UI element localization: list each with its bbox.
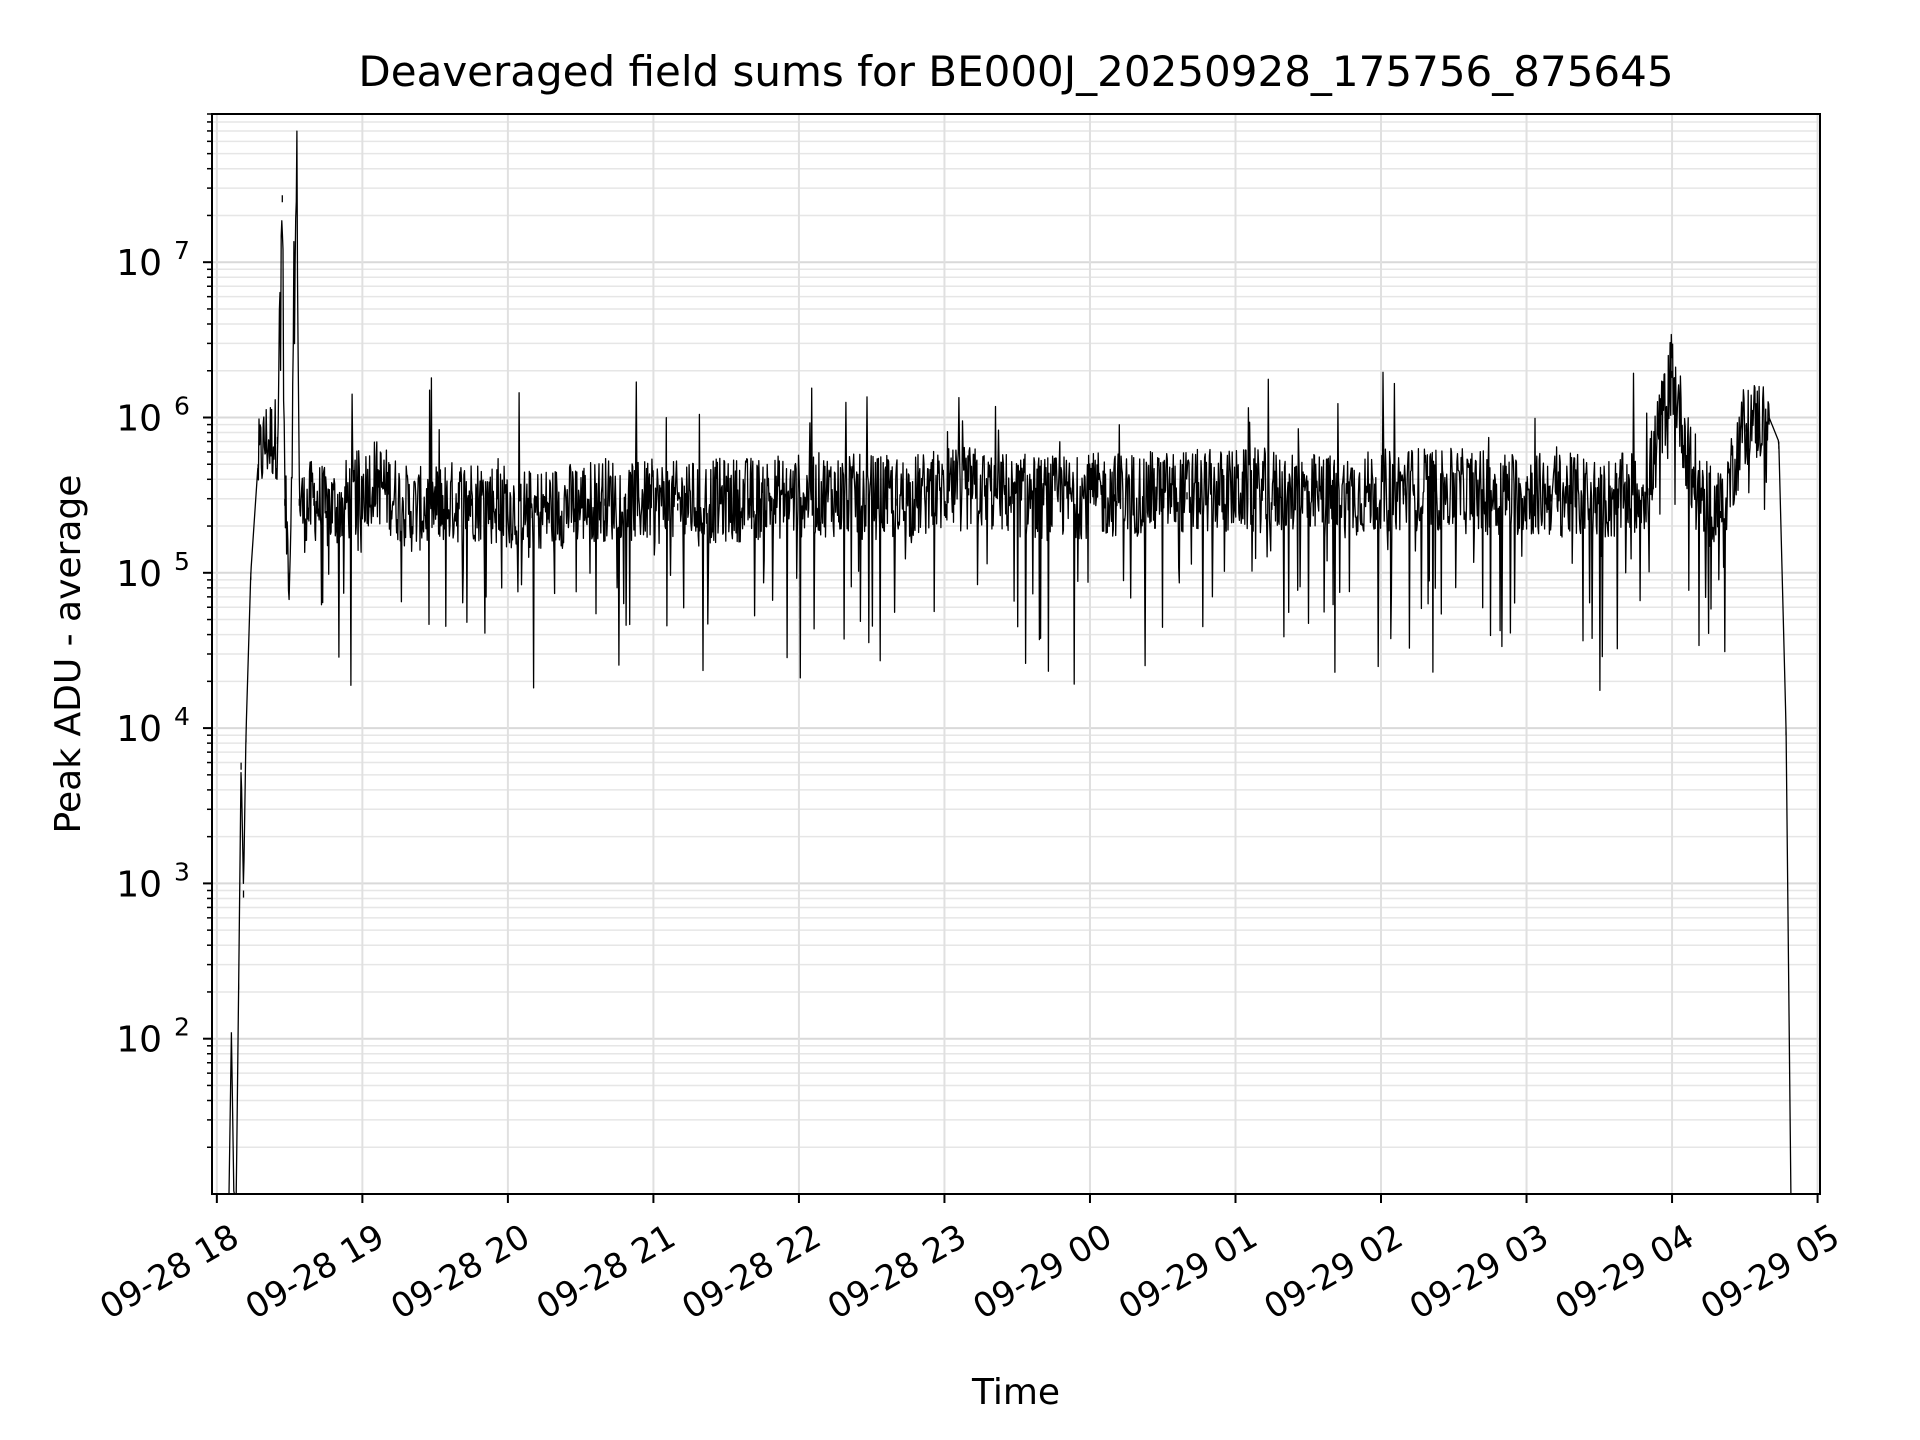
y-tick-label: 10 [116, 398, 162, 439]
chart-title: Deaveraged field sums for BE000J_2025092… [358, 47, 1673, 96]
y-tick-exponent: 2 [174, 1013, 190, 1042]
y-tick-exponent: 3 [174, 857, 190, 886]
series-line [228, 130, 1792, 1195]
y-tick-exponent: 4 [174, 702, 190, 731]
series-layer [228, 130, 1792, 1195]
y-tick-label: 10 [116, 243, 162, 284]
y-tick-label: 10 [116, 709, 162, 750]
y-tick-label: 10 [116, 864, 162, 905]
y-axis-ticks: 10 2 10 3 10 4 10 5 10 6 10 7 [116, 113, 212, 1148]
grid-lines [212, 113, 1820, 1194]
y-tick-exponent: 5 [174, 547, 190, 576]
y-tick-label: 10 [116, 1020, 162, 1061]
y-tick-exponent: 6 [174, 391, 190, 420]
y-axis-label: Peak ADU - average [48, 475, 89, 834]
x-axis-label: Time [971, 1372, 1060, 1413]
y-tick-label: 10 [116, 554, 162, 595]
y-tick-exponent: 7 [174, 236, 190, 265]
